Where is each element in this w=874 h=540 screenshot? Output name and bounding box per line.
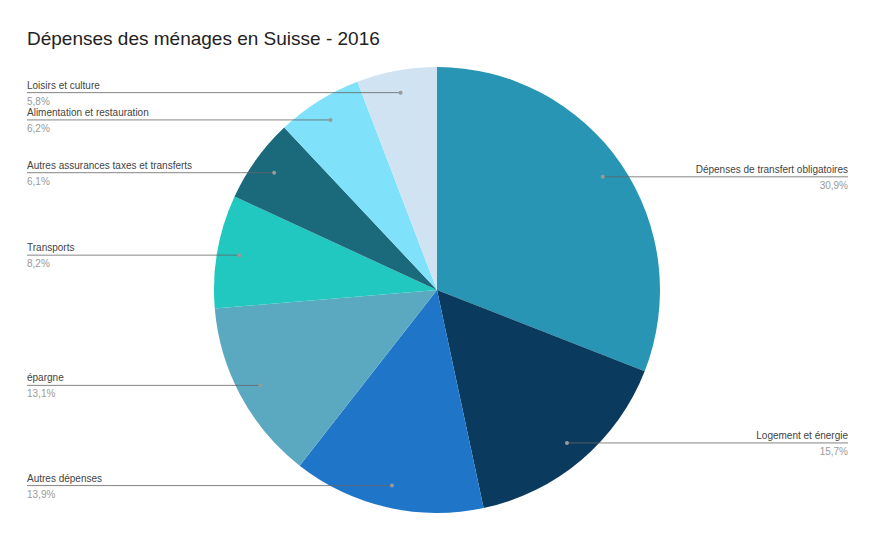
slice-label: épargne	[27, 372, 64, 383]
slices	[214, 67, 660, 513]
leader-dot	[390, 484, 394, 488]
slice-label: Transports	[27, 242, 74, 253]
slice-label: Autres dépenses	[27, 473, 102, 484]
leader-dot	[258, 383, 262, 387]
slice-label: Alimentation et restauration	[27, 107, 149, 118]
data-label: 6,1%	[27, 176, 50, 187]
data-label: 30,9%	[820, 180, 848, 191]
chart-container: Dépenses des ménages en Suisse - 2016 Dép…	[0, 0, 874, 540]
leader-line	[27, 172, 274, 173]
data-label: 6,2%	[27, 123, 50, 134]
slice-label: Loisirs et culture	[27, 80, 100, 91]
background	[0, 0, 874, 540]
chart-svg: Dépenses des ménages en Suisse - 2016 Dép…	[0, 0, 874, 540]
leader-dot	[565, 441, 569, 445]
data-label: 13,1%	[27, 388, 55, 399]
leader-dot	[237, 253, 241, 257]
leader-dot	[272, 171, 276, 175]
data-label: 5,8%	[27, 96, 50, 107]
leader-line	[27, 92, 401, 93]
data-label: 13,9%	[27, 489, 55, 500]
leader-line	[567, 442, 848, 443]
data-label: 15,7%	[820, 446, 848, 457]
leader-line	[27, 385, 260, 386]
leader-line	[27, 255, 239, 256]
slice	[215, 290, 437, 466]
slice-label: Dépenses de transfert obligatoires	[696, 164, 848, 175]
data-label: 8,2%	[27, 258, 50, 269]
slice	[357, 67, 437, 290]
title: Dépenses des ménages en Suisse - 2016	[27, 28, 380, 49]
slice-label: Autres assurances taxes et transferts	[27, 160, 192, 171]
leader-line	[27, 119, 330, 120]
labels: Dépenses de transfert obligatoires 30,9% L…	[27, 80, 848, 500]
slice-label: Logement et énergie	[756, 430, 848, 441]
leader-dot	[601, 175, 605, 179]
leader-dot	[328, 118, 332, 122]
leader-line	[27, 485, 392, 486]
leader-line	[603, 176, 848, 177]
leader-dot	[399, 91, 403, 95]
